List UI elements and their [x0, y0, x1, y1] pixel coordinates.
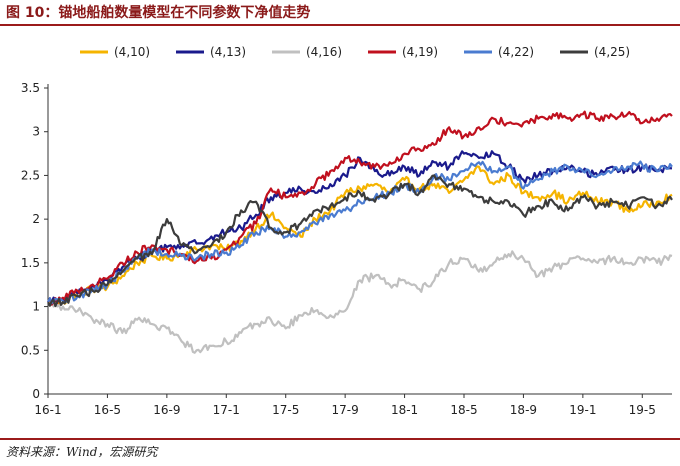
y-tick-label: 2 [32, 212, 40, 226]
y-tick-label: 1.5 [21, 256, 40, 270]
legend-label: (4,16) [306, 45, 342, 59]
figure-title-bar: 图 10：锚地船舶数量模型在不同参数下净值走势 [0, 0, 680, 24]
x-tick-label: 16-1 [34, 403, 61, 417]
series-line-4-10 [47, 165, 673, 306]
x-tick-label: 17-5 [272, 403, 299, 417]
x-tick-label: 19-5 [629, 403, 656, 417]
source-divider [0, 438, 680, 440]
chart-axes: 0 0.5 1 1.5 2 2.5 3 3.5 16-1 16-5 16-9 17-1 17-5 17-9… [21, 81, 672, 417]
x-tick-label: 17-1 [213, 403, 240, 417]
series-line-4-25 [47, 174, 673, 308]
legend-label: (4,22) [498, 45, 534, 59]
x-tick-label: 18-1 [391, 403, 418, 417]
title-divider [0, 24, 680, 26]
series-line-4-22 [47, 160, 673, 305]
y-tick-label: 3 [32, 125, 40, 139]
chart-legend: (4,10) (4,13) (4,16) (4,19) (4,22) (4,25) [80, 45, 630, 59]
x-tick-label: 18-5 [450, 403, 477, 417]
y-tick-label: 3.5 [21, 81, 40, 95]
x-tick-label: 16-5 [94, 403, 121, 417]
y-tick-label: 1 [32, 300, 40, 314]
legend-label: (4,10) [114, 45, 150, 59]
legend-label: (4,25) [594, 45, 630, 59]
figure-title: 图 10：锚地船舶数量模型在不同参数下净值走势 [6, 5, 311, 21]
series-line-4-16 [47, 250, 673, 354]
chart: (4,10) (4,13) (4,16) (4,19) (4,22) (4,25) 0 0.… [21, 45, 673, 417]
legend-label: (4,19) [402, 45, 438, 59]
y-tick-label: 0 [32, 387, 40, 401]
source-note: 资料来源：Wind，宏源研究 [6, 445, 158, 459]
x-tick-label: 18-9 [510, 403, 537, 417]
y-tick-label: 0.5 [21, 343, 40, 357]
y-tick-label: 2.5 [21, 168, 40, 182]
x-tick-label: 19-1 [569, 403, 596, 417]
x-tick-label: 17-9 [332, 403, 359, 417]
legend-label: (4,13) [210, 45, 246, 59]
series-line-4-19 [47, 110, 673, 306]
x-tick-label: 16-9 [153, 403, 180, 417]
chart-plot-area [47, 110, 673, 354]
